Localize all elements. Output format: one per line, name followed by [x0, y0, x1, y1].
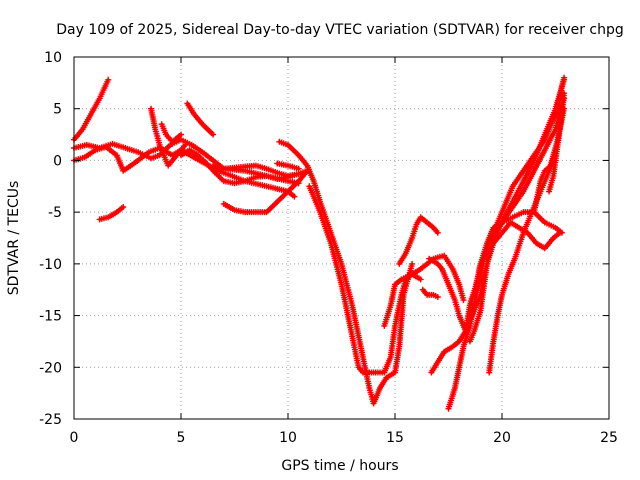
- x-tick-label: 15: [386, 430, 404, 446]
- ticks: 0 5 10 15 20 25 -25 -20 -15 -10 -5 0 5 10: [39, 50, 618, 446]
- series-markers: [274, 160, 302, 172]
- series-markers: [306, 183, 424, 376]
- y-tick-label: 10: [44, 50, 62, 66]
- series-markers: [220, 167, 311, 216]
- series-arc-1: [71, 76, 112, 143]
- series-arc-18: [428, 219, 563, 376]
- series-markers: [71, 76, 112, 143]
- series-markers: [210, 162, 311, 179]
- series-arc-10: [220, 167, 311, 216]
- series-arc-5: [148, 105, 189, 169]
- series-group: [71, 74, 568, 412]
- series-markers: [419, 286, 441, 300]
- series-arc-12: [276, 138, 416, 407]
- y-tick-label: -20: [39, 360, 62, 376]
- series-arc-19: [445, 95, 568, 412]
- x-tick-label: 5: [177, 430, 186, 446]
- series-markers: [381, 252, 467, 329]
- x-tick-label: 10: [279, 430, 297, 446]
- y-tick-label: 0: [53, 153, 62, 169]
- series-markers: [276, 138, 416, 407]
- series-markers: [445, 95, 568, 412]
- y-tick-label: 5: [53, 102, 62, 118]
- series-markers: [148, 105, 189, 169]
- series-arc-14: [381, 252, 467, 329]
- series-arc-15: [396, 214, 441, 267]
- y-tick-label: -10: [39, 257, 62, 273]
- grid: [74, 57, 609, 419]
- series-arc-6: [158, 121, 184, 145]
- series-arc-9: [210, 162, 311, 179]
- chart-title: Day 109 of 2025, Sidereal Day-to-day VTE…: [56, 22, 624, 38]
- series-markers: [184, 100, 217, 138]
- series-markers: [466, 74, 568, 345]
- x-tick-label: 20: [493, 430, 511, 446]
- series-markers: [96, 204, 127, 223]
- series-arc-8: [184, 100, 217, 138]
- series-arc-24: [546, 90, 568, 195]
- series-markers: [428, 219, 563, 376]
- series-arc-4: [96, 204, 127, 223]
- x-axis-label: GPS time / hours: [281, 458, 398, 474]
- series-arc-13: [306, 183, 424, 376]
- series-arc-11: [274, 160, 302, 172]
- plot-frame: [73, 56, 610, 420]
- series-arc-21: [466, 74, 568, 345]
- series-markers: [396, 214, 441, 267]
- y-tick-label: -5: [48, 205, 62, 221]
- y-axis-label: SDTVAR / TECUs: [6, 181, 22, 296]
- series-markers: [158, 121, 184, 145]
- y-tick-label: -15: [39, 309, 62, 325]
- y-tick-label: -25: [39, 412, 62, 428]
- series-arc-16: [419, 286, 441, 300]
- series-markers: [546, 90, 568, 195]
- x-tick-label: 25: [600, 430, 618, 446]
- x-tick-label: 0: [70, 430, 79, 446]
